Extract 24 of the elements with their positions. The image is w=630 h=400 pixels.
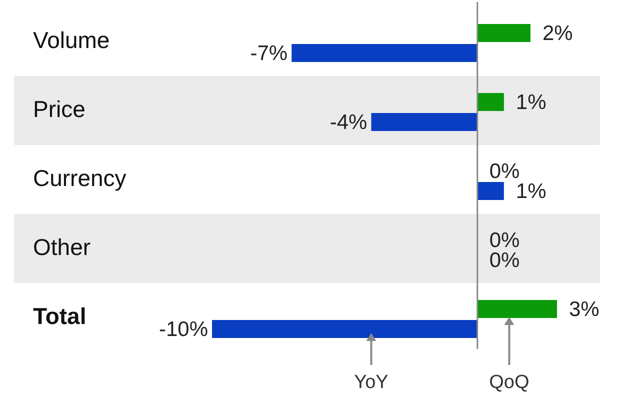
bar: [477, 24, 530, 42]
data-label: -4%: [330, 111, 368, 134]
data-label: 0%: [489, 229, 520, 252]
bar: [477, 300, 557, 318]
bar: [212, 320, 478, 338]
y-tick-label: Currency: [33, 165, 127, 191]
bar: [477, 93, 504, 111]
data-label: 3%: [569, 298, 600, 321]
y-tick-label: Price: [33, 96, 86, 122]
text: QoQ: [489, 372, 530, 393]
bar: [477, 182, 504, 200]
data-label: -10%: [158, 318, 208, 341]
bar: [371, 113, 478, 131]
y-tick-label: Volume: [33, 27, 110, 53]
data-label: 1%: [516, 180, 546, 203]
data-label: 0%: [489, 249, 520, 272]
data-label: 0%: [489, 160, 520, 183]
bar: [292, 44, 478, 62]
data-label: 2%: [542, 22, 573, 45]
y-tick-label: Total: [33, 303, 86, 329]
data-label: 1%: [516, 91, 546, 114]
y-tick-label: Other: [33, 234, 91, 260]
series-label: YoY: [354, 372, 389, 393]
data-label: -7%: [250, 42, 288, 65]
